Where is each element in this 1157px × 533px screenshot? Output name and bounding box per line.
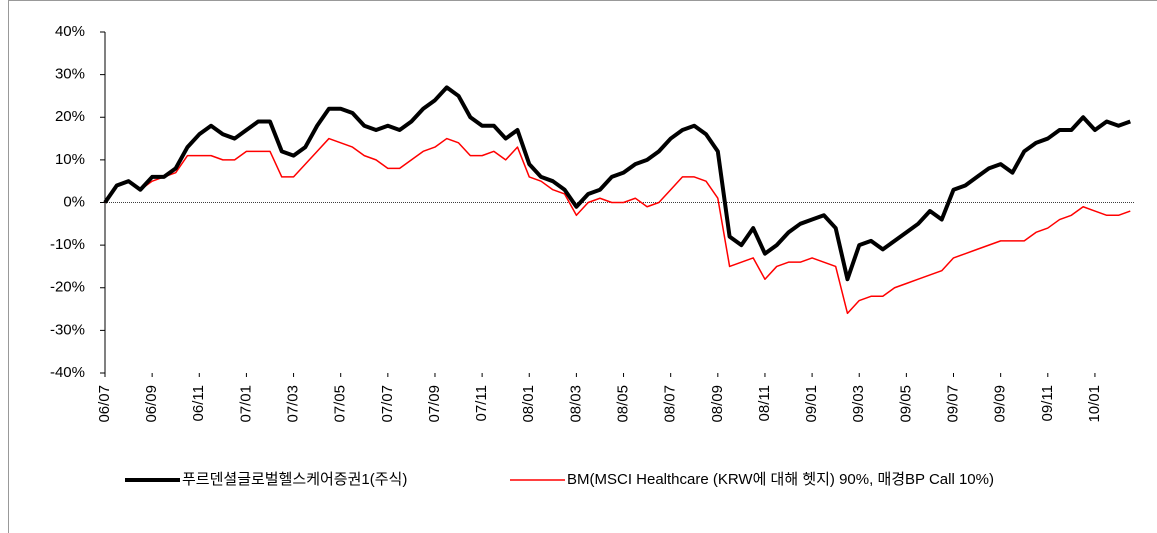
- x-tick-label: 07/03: [285, 385, 302, 423]
- x-tick-label: 09/09: [992, 385, 1009, 423]
- y-tick-label: -40%: [50, 364, 85, 381]
- x-tick-label: 08/01: [520, 385, 537, 423]
- y-tick-label: 20%: [55, 108, 85, 125]
- x-tick-label: 09/11: [1039, 385, 1056, 421]
- x-tick-label: 08/07: [662, 385, 679, 423]
- x-tick-label: 07/11: [473, 385, 490, 421]
- y-tick-label: 30%: [55, 66, 85, 83]
- x-tick-label: 09/01: [803, 385, 820, 423]
- x-tick-label: 08/11: [756, 385, 773, 421]
- x-tick-label: 08/03: [567, 385, 584, 423]
- x-tick-label: 08/05: [615, 385, 632, 423]
- y-tick-label: 10%: [55, 151, 85, 168]
- x-tick-label: 07/01: [237, 385, 254, 423]
- x-tick-label: 07/07: [379, 385, 396, 423]
- x-tick-label: 09/05: [897, 385, 914, 423]
- x-tick-label: 06/09: [143, 385, 160, 423]
- x-tick-label: 09/07: [944, 385, 961, 423]
- y-tick-label: -30%: [50, 321, 85, 338]
- legend-label: BM(MSCI Healthcare (KRW에 대해 헷지) 90%, 매경B…: [567, 471, 994, 488]
- y-tick-label: -20%: [50, 279, 85, 296]
- x-tick-label: 10/01: [1086, 385, 1103, 423]
- x-tick-label: 07/09: [426, 385, 443, 423]
- x-tick-label: 06/07: [96, 385, 113, 423]
- legend-label: 푸르덴셜글로벌헬스케어증권1(주식): [182, 471, 407, 488]
- frame: [8, 0, 1157, 533]
- y-tick-label: 0%: [63, 193, 85, 210]
- y-tick-label: 40%: [55, 23, 85, 40]
- series-line: [103, 85, 1131, 282]
- x-tick-label: 08/09: [709, 385, 726, 423]
- x-tick-label: 06/11: [190, 385, 207, 421]
- y-tick-label: -10%: [50, 236, 85, 253]
- series-line: [104, 137, 1131, 315]
- x-tick-label: 09/03: [850, 385, 867, 423]
- x-tick-label: 07/05: [332, 385, 349, 423]
